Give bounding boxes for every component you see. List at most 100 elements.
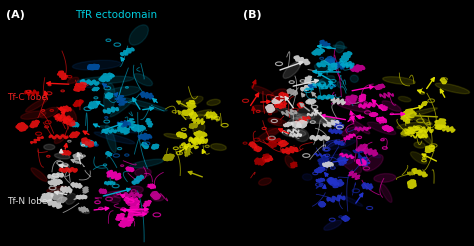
Ellipse shape <box>251 86 273 96</box>
Text: (A): (A) <box>6 10 25 20</box>
Ellipse shape <box>105 86 140 97</box>
Ellipse shape <box>383 77 415 84</box>
Ellipse shape <box>40 108 58 118</box>
Ellipse shape <box>100 126 128 135</box>
Ellipse shape <box>94 132 135 144</box>
Ellipse shape <box>410 152 427 164</box>
Ellipse shape <box>401 128 411 137</box>
Ellipse shape <box>104 83 115 114</box>
Text: Tf-N lobe: Tf-N lobe <box>7 197 47 206</box>
Ellipse shape <box>135 168 151 177</box>
Ellipse shape <box>129 25 148 45</box>
Ellipse shape <box>31 168 47 181</box>
Ellipse shape <box>320 118 339 125</box>
Ellipse shape <box>341 195 363 206</box>
Ellipse shape <box>73 60 121 70</box>
Ellipse shape <box>333 45 347 48</box>
Ellipse shape <box>193 123 205 133</box>
Ellipse shape <box>105 191 119 197</box>
Ellipse shape <box>113 191 126 198</box>
Ellipse shape <box>59 163 69 170</box>
Ellipse shape <box>397 122 430 129</box>
Ellipse shape <box>301 115 335 123</box>
Ellipse shape <box>269 118 282 124</box>
Ellipse shape <box>193 114 204 120</box>
Ellipse shape <box>327 140 356 150</box>
Ellipse shape <box>285 155 295 168</box>
Ellipse shape <box>26 98 47 112</box>
Ellipse shape <box>128 186 143 194</box>
Ellipse shape <box>252 105 278 113</box>
Ellipse shape <box>118 126 141 133</box>
Ellipse shape <box>283 129 306 137</box>
Ellipse shape <box>55 134 65 143</box>
Ellipse shape <box>289 118 306 125</box>
Ellipse shape <box>65 193 76 204</box>
Ellipse shape <box>407 114 432 125</box>
Ellipse shape <box>110 197 120 203</box>
Ellipse shape <box>118 97 167 111</box>
Ellipse shape <box>152 194 164 201</box>
Text: TfR ectodomain: TfR ectodomain <box>75 10 157 20</box>
Ellipse shape <box>367 122 396 135</box>
Ellipse shape <box>363 154 383 171</box>
Ellipse shape <box>319 76 335 85</box>
Ellipse shape <box>266 128 278 134</box>
Ellipse shape <box>77 76 134 84</box>
Ellipse shape <box>414 142 425 148</box>
Ellipse shape <box>361 150 381 158</box>
Ellipse shape <box>328 154 344 166</box>
Ellipse shape <box>283 62 301 78</box>
Ellipse shape <box>322 142 336 148</box>
Ellipse shape <box>181 96 203 107</box>
Ellipse shape <box>315 63 329 73</box>
Ellipse shape <box>398 96 411 102</box>
Ellipse shape <box>77 81 94 88</box>
Ellipse shape <box>21 111 46 119</box>
Ellipse shape <box>210 144 226 150</box>
Ellipse shape <box>271 89 288 100</box>
Ellipse shape <box>337 82 343 88</box>
Ellipse shape <box>164 134 182 138</box>
Ellipse shape <box>350 75 358 82</box>
Ellipse shape <box>129 159 164 168</box>
Ellipse shape <box>374 174 396 182</box>
Ellipse shape <box>207 99 220 106</box>
Ellipse shape <box>275 107 308 120</box>
Ellipse shape <box>324 220 342 230</box>
Ellipse shape <box>186 110 211 119</box>
Ellipse shape <box>297 108 315 119</box>
Ellipse shape <box>382 101 401 111</box>
Ellipse shape <box>44 144 55 150</box>
Ellipse shape <box>48 189 66 196</box>
Ellipse shape <box>342 127 361 137</box>
Ellipse shape <box>297 114 310 121</box>
Ellipse shape <box>126 198 138 205</box>
Ellipse shape <box>351 120 370 134</box>
Ellipse shape <box>46 186 67 192</box>
Ellipse shape <box>339 154 362 173</box>
Ellipse shape <box>133 74 153 86</box>
Ellipse shape <box>257 128 281 140</box>
Text: (B): (B) <box>243 10 261 20</box>
Ellipse shape <box>286 113 309 122</box>
Ellipse shape <box>259 178 271 185</box>
Ellipse shape <box>435 83 470 94</box>
Ellipse shape <box>402 108 438 118</box>
Ellipse shape <box>338 153 354 164</box>
Ellipse shape <box>337 103 370 112</box>
Ellipse shape <box>268 118 287 126</box>
Ellipse shape <box>78 208 90 214</box>
Ellipse shape <box>294 129 309 141</box>
Ellipse shape <box>105 125 116 153</box>
Ellipse shape <box>381 184 392 202</box>
Ellipse shape <box>67 77 79 83</box>
Ellipse shape <box>335 42 345 53</box>
Ellipse shape <box>110 99 133 117</box>
Ellipse shape <box>55 154 70 159</box>
Ellipse shape <box>302 174 312 180</box>
Ellipse shape <box>355 98 370 108</box>
Ellipse shape <box>416 126 431 144</box>
Text: Tf-C lobe: Tf-C lobe <box>7 93 47 103</box>
Ellipse shape <box>308 78 326 85</box>
